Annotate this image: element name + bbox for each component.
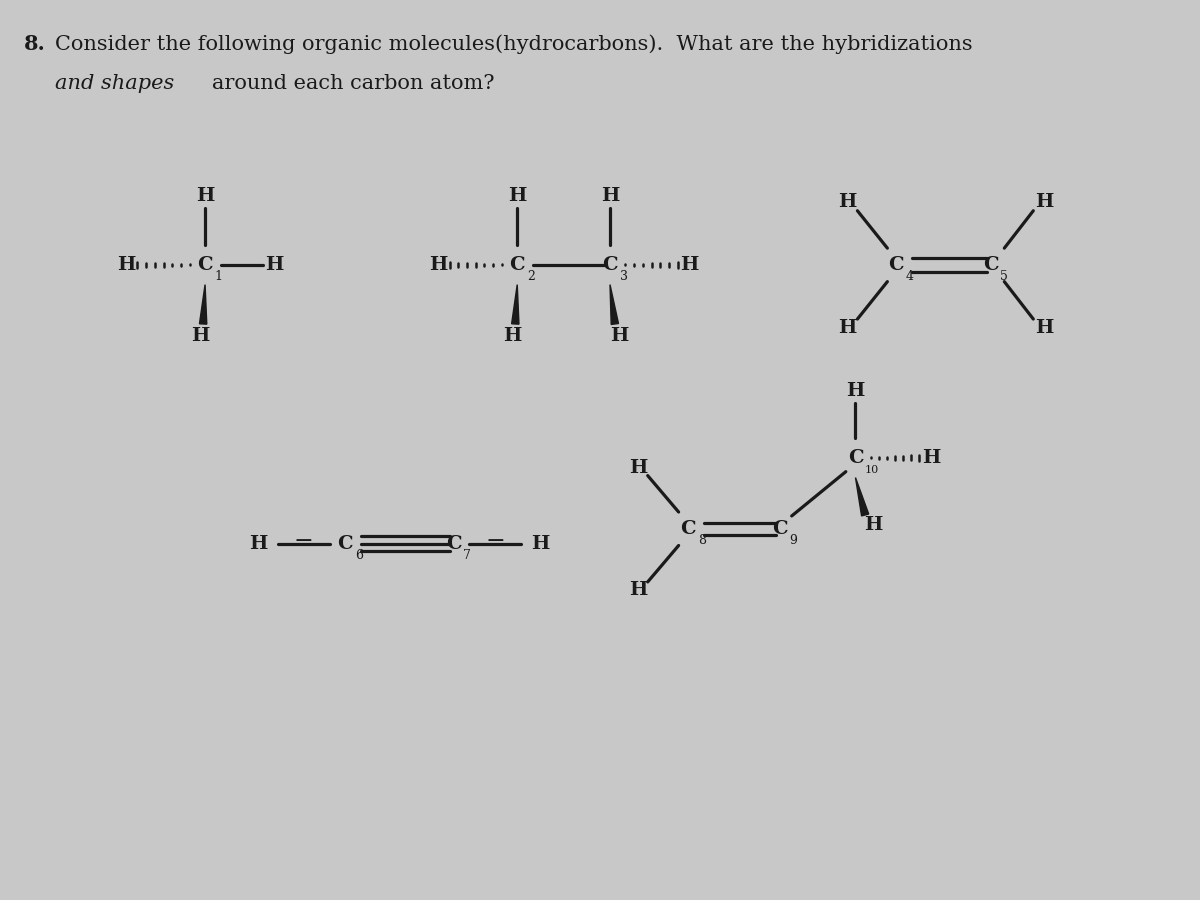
Text: H: H: [922, 449, 940, 467]
Text: and shapes: and shapes: [55, 74, 174, 94]
Text: H: H: [116, 256, 136, 274]
Polygon shape: [199, 284, 206, 324]
Text: H: H: [864, 516, 882, 534]
Text: 6: 6: [355, 549, 362, 562]
Text: H: H: [680, 256, 698, 274]
Text: H: H: [508, 187, 527, 205]
Text: 5: 5: [1001, 270, 1008, 284]
Text: C: C: [602, 256, 618, 274]
Text: C: C: [197, 256, 212, 274]
Text: 2: 2: [527, 270, 535, 284]
Polygon shape: [856, 478, 869, 516]
Polygon shape: [511, 284, 518, 324]
Text: H: H: [839, 319, 857, 337]
Text: 1: 1: [215, 270, 222, 284]
Text: C: C: [680, 520, 696, 538]
Text: H: H: [611, 327, 629, 345]
Text: 8.: 8.: [24, 34, 47, 54]
Text: −: −: [294, 530, 313, 554]
Text: C: C: [337, 535, 353, 553]
Text: C: C: [888, 256, 904, 274]
Text: 3: 3: [619, 270, 628, 284]
Text: H: H: [503, 327, 522, 345]
Text: C: C: [445, 535, 461, 553]
Text: around each carbon atom?: around each carbon atom?: [212, 74, 494, 94]
Text: H: H: [532, 535, 550, 553]
Text: H: H: [1034, 193, 1054, 211]
Text: H: H: [265, 256, 284, 274]
Text: 10: 10: [865, 464, 880, 474]
Text: 7: 7: [463, 549, 470, 562]
Text: C: C: [510, 256, 526, 274]
Text: −: −: [485, 530, 505, 554]
Text: C: C: [847, 449, 863, 467]
Text: C: C: [773, 520, 788, 538]
Text: H: H: [428, 256, 448, 274]
Polygon shape: [610, 284, 618, 324]
Text: H: H: [629, 459, 647, 477]
Text: H: H: [601, 187, 619, 205]
Text: H: H: [191, 327, 210, 345]
Text: H: H: [196, 187, 215, 205]
Text: 8: 8: [698, 534, 706, 547]
Text: 9: 9: [790, 534, 798, 547]
Text: H: H: [1034, 319, 1054, 337]
Text: 4: 4: [906, 270, 913, 284]
Text: H: H: [839, 193, 857, 211]
Text: Consider the following organic molecules(hydrocarbons).  What are the hybridizat: Consider the following organic molecules…: [55, 34, 973, 54]
Text: H: H: [846, 382, 865, 400]
Text: H: H: [250, 535, 268, 553]
Text: H: H: [629, 580, 647, 598]
Text: C: C: [983, 256, 998, 274]
